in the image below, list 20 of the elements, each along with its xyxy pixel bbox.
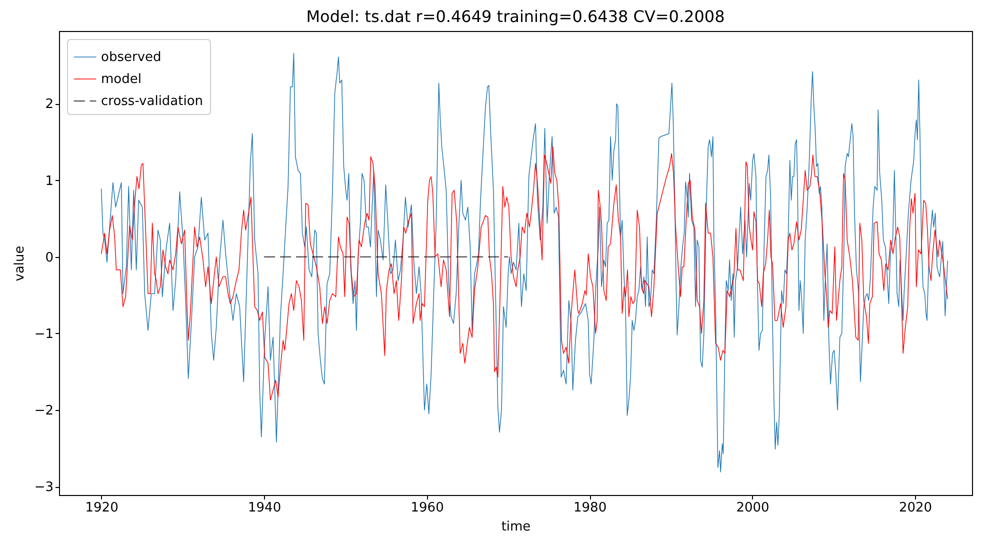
x-tick-label: 1920 [85,500,118,516]
y-tick-label: −2 [34,404,54,419]
x-tick-label: 1980 [574,500,607,516]
x-tick-label: 1960 [410,500,444,516]
x-tick-label: 2000 [736,500,770,516]
x-tick-label: 1940 [248,500,282,516]
y-axis-title: value [12,246,28,282]
y-tick-label: −3 [34,480,54,496]
legend-label: model [101,72,142,87]
y-tick-label: 2 [45,97,54,112]
x-tick-label: 2020 [898,500,932,516]
legend-label: cross-validation [101,94,204,109]
chart-title: Model: ts.dat r=0.4649 training=0.6438 CV=0.2008 [306,7,725,26]
line-series [100,52,948,472]
y-tick-label: 0 [45,250,54,266]
legend-label: observed [101,50,162,65]
y-tick-label: 1 [45,174,54,189]
line-series [100,146,948,400]
x-axis-title: time [501,520,531,534]
y-tick-label: −1 [34,326,54,342]
